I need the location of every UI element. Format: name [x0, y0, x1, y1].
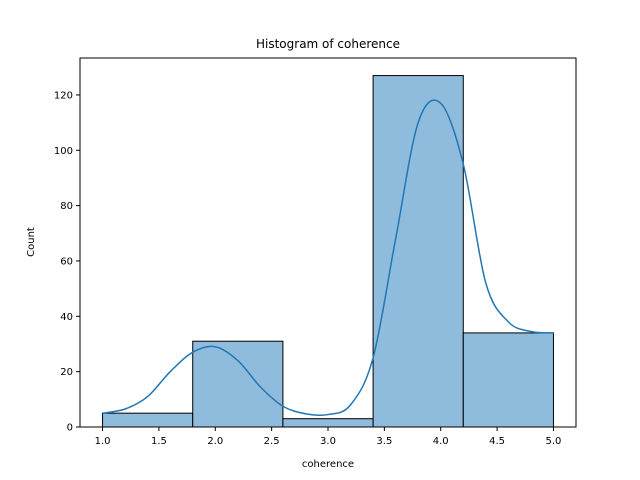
- x-tick-label: 1.5: [151, 436, 167, 447]
- kde-line: [102, 99, 554, 417]
- x-tick-label: 3.5: [376, 436, 392, 447]
- x-tick-label: 4.5: [489, 436, 505, 447]
- histogram-bar-5: [462, 332, 554, 428]
- chart-title: Histogram of coherence: [256, 37, 400, 51]
- histogram-bar-2: [192, 340, 284, 428]
- x-tick-label: 3.0: [320, 436, 336, 447]
- x-tick-label: 2.0: [207, 436, 223, 447]
- y-tick-label: 40: [60, 312, 73, 323]
- histogram-bar-3: [282, 418, 374, 428]
- y-tick-label: 120: [54, 90, 73, 101]
- y-tick-label: 100: [54, 146, 73, 157]
- x-tick-label: 5.0: [546, 436, 562, 447]
- y-axis: 0 20 40 60 80 100 120: [54, 90, 80, 434]
- x-tick-label: 4.0: [433, 436, 449, 447]
- x-tick-label: 2.5: [264, 436, 280, 447]
- y-tick-label: 0: [67, 423, 73, 434]
- y-tick-label: 20: [60, 367, 73, 378]
- histogram-bar-4: [372, 75, 464, 428]
- histogram-bar-1: [102, 412, 194, 428]
- y-tick-label: 60: [60, 256, 73, 267]
- bars-group: [102, 75, 554, 428]
- x-tick-label: 1.0: [95, 436, 111, 447]
- x-axis-label: coherence: [302, 459, 354, 470]
- y-tick-label: 80: [60, 201, 73, 212]
- x-axis: 1.0 1.5 2.0 2.5 3.0 3.5 4.0 4.5 5.0: [95, 427, 562, 447]
- y-axis-label: Count: [26, 227, 37, 257]
